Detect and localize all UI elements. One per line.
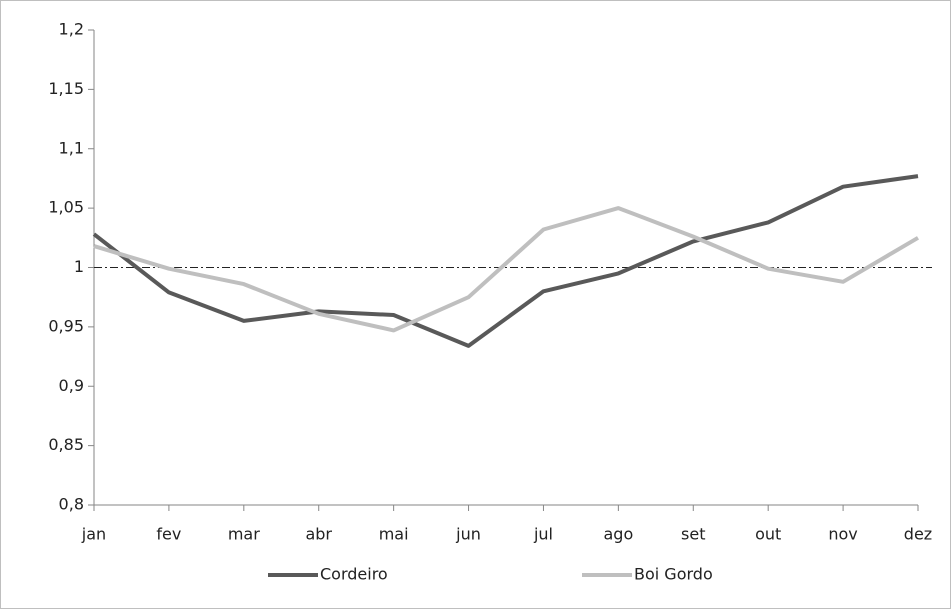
x-tick-label: mar (228, 525, 260, 544)
y-tick-label: 1,2 (59, 20, 84, 39)
x-tick-label: mai (379, 525, 409, 544)
x-tick-label: jan (81, 525, 106, 544)
x-tick-label: ago (603, 525, 633, 544)
y-tick-label: 1,1 (59, 138, 84, 157)
y-tick-label: 1 (74, 257, 84, 276)
x-tick-label: nov (828, 525, 857, 544)
y-tick-label: 0,95 (48, 316, 84, 335)
x-tick-label: set (681, 525, 705, 544)
x-tick-label: dez (904, 525, 932, 544)
series-line (92, 174, 919, 348)
y-tick-label: 1,15 (48, 79, 84, 98)
legend-label: Cordeiro (320, 565, 388, 584)
y-tick-label: 0,8 (59, 495, 84, 514)
x-tick-label: jun (455, 525, 481, 544)
y-tick-label: 0,85 (48, 435, 84, 454)
x-tick-label: fev (156, 525, 181, 544)
x-tick-label: jul (533, 525, 553, 544)
series-line (93, 206, 920, 333)
y-tick-label: 0,9 (59, 376, 84, 395)
legend-label: Boi Gordo (634, 565, 713, 584)
y-tick-label: 1,05 (48, 198, 84, 217)
x-tick-label: abr (305, 525, 332, 544)
x-tick-label: out (755, 525, 781, 544)
